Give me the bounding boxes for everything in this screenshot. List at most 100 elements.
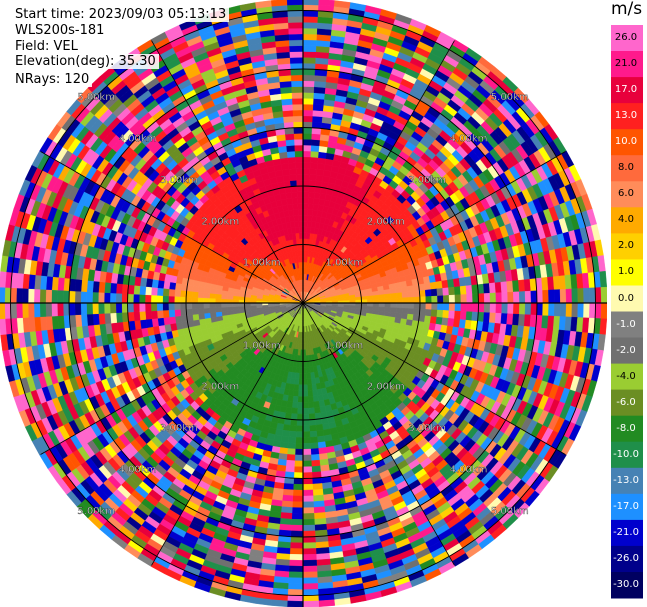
velocity-cell: [401, 291, 409, 299]
velocity-cell: [288, 571, 304, 579]
velocity-cell: [144, 294, 152, 304]
velocity-cell: [360, 296, 368, 301]
velocity-cell: [203, 302, 210, 309]
velocity-cell: [293, 466, 304, 473]
velocity-cell: [494, 312, 502, 325]
velocity-cell: [302, 156, 311, 164]
velocity-cell: [302, 553, 317, 561]
velocity-cell: [162, 302, 169, 311]
velocity-cell: [133, 293, 140, 304]
velocity-cell: [448, 294, 456, 304]
velocity-cell: [413, 302, 421, 310]
velocity-cell: [478, 302, 485, 313]
velocity-cell: [215, 311, 223, 317]
velocity-cell: [315, 424, 324, 432]
velocity-cell: [314, 74, 328, 83]
velocity-cell: [390, 302, 397, 309]
velocity-cell: [311, 465, 321, 473]
velocity-cell: [86, 291, 93, 304]
velocity-cell: [308, 180, 317, 187]
velocity-cell: [302, 215, 308, 222]
velocity-cell: [302, 419, 310, 427]
velocity-cell: [465, 285, 473, 295]
velocity-cell: [302, 495, 314, 503]
velocity-cell: [483, 283, 491, 294]
velocity-cell: [127, 302, 134, 313]
velocity-cell: [297, 396, 304, 403]
velocity-cell: [530, 290, 538, 304]
velocity-cell: [429, 316, 438, 325]
velocity-cell: [302, 133, 313, 140]
velocity-cell: [98, 313, 106, 325]
velocity-cell: [310, 442, 319, 450]
velocity-cell: [109, 302, 117, 314]
velocity-cell: [313, 92, 326, 100]
velocity-cell: [174, 296, 181, 304]
velocity-cell: [302, 513, 315, 520]
velocity-cell: [33, 302, 41, 318]
velocity-cell: [548, 289, 555, 304]
velocity-cell: [291, 401, 299, 409]
velocity-cell: [197, 302, 204, 309]
velocity-cell: [121, 302, 128, 313]
velocity-cell: [294, 460, 304, 468]
velocity-cell: [313, 86, 326, 94]
velocity-cell: [542, 302, 549, 317]
velocity-cell: [302, 600, 320, 607]
velocity-cell: [302, 378, 308, 386]
velocity-cell: [288, 436, 297, 444]
velocity-cell: [424, 289, 432, 297]
velocity-cell: [168, 302, 175, 311]
velocity-cell: [127, 293, 134, 304]
velocity-cell: [302, 209, 309, 216]
velocity-cell: [144, 302, 152, 312]
velocity-cell: [168, 316, 177, 325]
velocity-cell: [185, 290, 193, 298]
velocity-cell: [21, 288, 29, 304]
velocity-cell: [197, 297, 204, 304]
velocity-cell: [302, 390, 309, 397]
velocity-cell: [302, 86, 315, 93]
velocity-cell: [162, 309, 170, 318]
velocity-cell: [401, 307, 409, 315]
velocity-cell: [311, 459, 321, 467]
velocity-cell: [302, 57, 317, 64]
velocity-cell: [302, 425, 310, 432]
velocity-cell: [565, 288, 573, 304]
velocity-cell: [86, 313, 94, 326]
velocity-cell: [80, 302, 88, 315]
velocity-cell: [425, 302, 432, 310]
velocity-cell: [437, 295, 444, 304]
velocity-cell: [489, 302, 497, 314]
velocity-cell: [302, 589, 319, 596]
velocity-cell: [500, 313, 508, 325]
velocity-cell: [282, 488, 294, 497]
velocity-cell: [291, 513, 304, 520]
velocity-cell: [316, 163, 326, 171]
velocity-cell: [289, 419, 298, 426]
velocity-cell: [501, 292, 509, 304]
velocity-cell: [407, 302, 415, 310]
velocity-cell: [302, 431, 311, 438]
velocity-cell: [226, 306, 234, 312]
velocity-cell: [437, 302, 444, 311]
velocity-cell: [390, 307, 397, 314]
velocity-cell: [589, 302, 596, 319]
velocity-cell: [518, 314, 526, 327]
velocity-cell: [302, 460, 312, 468]
velocity-cell: [419, 308, 426, 317]
velocity-cell: [488, 282, 497, 294]
velocity-cell: [355, 296, 362, 301]
velocity-cell: [406, 285, 414, 293]
velocity-cell: [145, 286, 152, 296]
velocity-cell: [302, 191, 310, 199]
velocity-cell: [583, 302, 590, 319]
velocity-cell: [302, 168, 311, 175]
velocity-cell: [150, 286, 158, 296]
velocity-cell: [583, 287, 590, 304]
velocity-cell: [314, 80, 327, 88]
velocity-cell: [191, 296, 199, 304]
velocity-cell: [424, 309, 432, 317]
velocity-cell: [302, 27, 318, 35]
